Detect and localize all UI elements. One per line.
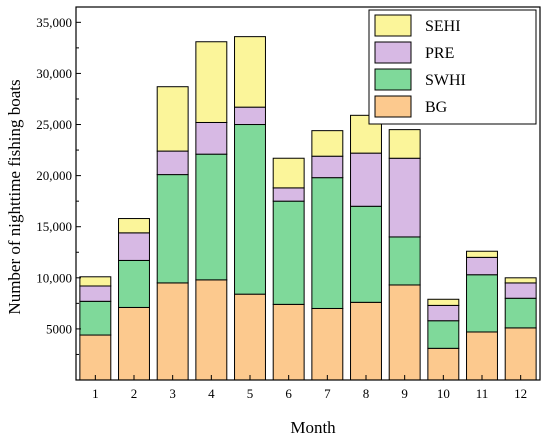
legend-label-swhi: SWHI bbox=[425, 72, 466, 89]
bar-pre-12 bbox=[504, 282, 537, 299]
x-tick-label: 6 bbox=[285, 386, 292, 401]
y-tick-label: 30,000 bbox=[36, 66, 72, 81]
bar-pre-2 bbox=[118, 232, 150, 261]
legend-swatch-swhi bbox=[374, 68, 412, 91]
bar-sehi-5 bbox=[234, 36, 266, 108]
x-tick-label: 7 bbox=[324, 386, 331, 401]
x-tick-label: 11 bbox=[476, 386, 489, 401]
x-tick-label: 1 bbox=[92, 386, 99, 401]
bar-sehi-12 bbox=[504, 277, 537, 284]
bar-sehi-6 bbox=[272, 157, 305, 189]
bar-swhi-6 bbox=[272, 200, 305, 305]
bar-pre-10 bbox=[427, 304, 460, 322]
y-tick-label: 10,000 bbox=[36, 270, 72, 285]
axes-layer: 5000 10,000 15,000 20,000 25,000 30,000 35,000… bbox=[36, 6, 541, 401]
legend-swatch-bg bbox=[374, 95, 412, 118]
bar-sehi-10 bbox=[427, 298, 460, 306]
bar-sehi-9 bbox=[388, 129, 421, 159]
bar-swhi-10 bbox=[427, 320, 460, 349]
legend-label-bg: BG bbox=[425, 99, 448, 116]
bar-swhi-1 bbox=[79, 300, 112, 336]
bar-bg-6 bbox=[272, 303, 305, 381]
y-tick-label: 20,000 bbox=[36, 168, 72, 183]
legend-swatch-pre bbox=[374, 41, 412, 64]
bar-sehi-2 bbox=[118, 218, 150, 234]
bar-pre-7 bbox=[311, 155, 344, 179]
bar-bg-9 bbox=[388, 284, 421, 381]
bar-pre-8 bbox=[350, 152, 382, 207]
bar-bg-7 bbox=[311, 307, 344, 381]
bar-bg-3 bbox=[156, 282, 189, 381]
bar-swhi-3 bbox=[156, 174, 189, 284]
x-tick-label: 3 bbox=[169, 386, 176, 401]
bar-pre-11 bbox=[466, 256, 498, 276]
bar-bg-12 bbox=[504, 327, 537, 381]
bar-swhi-4 bbox=[195, 153, 228, 281]
x-tick-label: 12 bbox=[514, 386, 527, 401]
x-axis-title: Month bbox=[290, 418, 336, 437]
bar-swhi-9 bbox=[388, 236, 421, 286]
y-tick-label: 15,000 bbox=[36, 219, 72, 234]
bar-bg-11 bbox=[466, 331, 498, 381]
x-tick-label: 9 bbox=[401, 386, 408, 401]
bar-pre-4 bbox=[195, 121, 228, 155]
bar-pre-6 bbox=[272, 187, 305, 202]
bar-bg-4 bbox=[195, 279, 228, 381]
bar-sehi-7 bbox=[311, 130, 344, 157]
y-tick-label: 25,000 bbox=[36, 117, 72, 132]
bar-pre-9 bbox=[388, 157, 421, 238]
bar-sehi-1 bbox=[79, 276, 112, 287]
y-axis-title: Number of nighttime fishing boats bbox=[5, 79, 24, 314]
x-tick-label: 5 bbox=[247, 386, 254, 401]
bar-bg-2 bbox=[118, 306, 150, 381]
bar-bg-1 bbox=[79, 334, 112, 381]
y-tick-label: 35,000 bbox=[36, 15, 72, 30]
x-tick-label: 10 bbox=[437, 386, 450, 401]
x-tick-label: 2 bbox=[131, 386, 138, 401]
legend-label-sehi: SEHI bbox=[425, 18, 461, 35]
legend-swatch-sehi bbox=[374, 14, 412, 37]
bar-pre-5 bbox=[234, 106, 266, 126]
bar-sehi-11 bbox=[466, 250, 498, 258]
bar-swhi-2 bbox=[118, 259, 150, 308]
bar-bg-5 bbox=[234, 293, 266, 381]
y-tick-label: 5000 bbox=[46, 321, 72, 336]
legend: SEHI PRE SWHI BG bbox=[368, 9, 537, 125]
legend-label-pre: PRE bbox=[425, 45, 454, 62]
bar-swhi-7 bbox=[311, 177, 344, 309]
x-tick-label: 8 bbox=[363, 386, 370, 401]
bar-swhi-11 bbox=[466, 274, 498, 333]
bar-bg-8 bbox=[350, 301, 382, 381]
bar-pre-3 bbox=[156, 150, 189, 176]
bar-sehi-4 bbox=[195, 41, 228, 123]
bar-swhi-12 bbox=[504, 297, 537, 329]
x-tick-label: 4 bbox=[208, 386, 215, 401]
bar-pre-1 bbox=[79, 285, 112, 302]
bars-layer bbox=[79, 36, 537, 381]
bar-sehi-3 bbox=[156, 86, 189, 152]
plot-frame bbox=[75, 6, 541, 381]
bar-swhi-5 bbox=[234, 124, 266, 295]
bar-swhi-8 bbox=[350, 205, 382, 303]
